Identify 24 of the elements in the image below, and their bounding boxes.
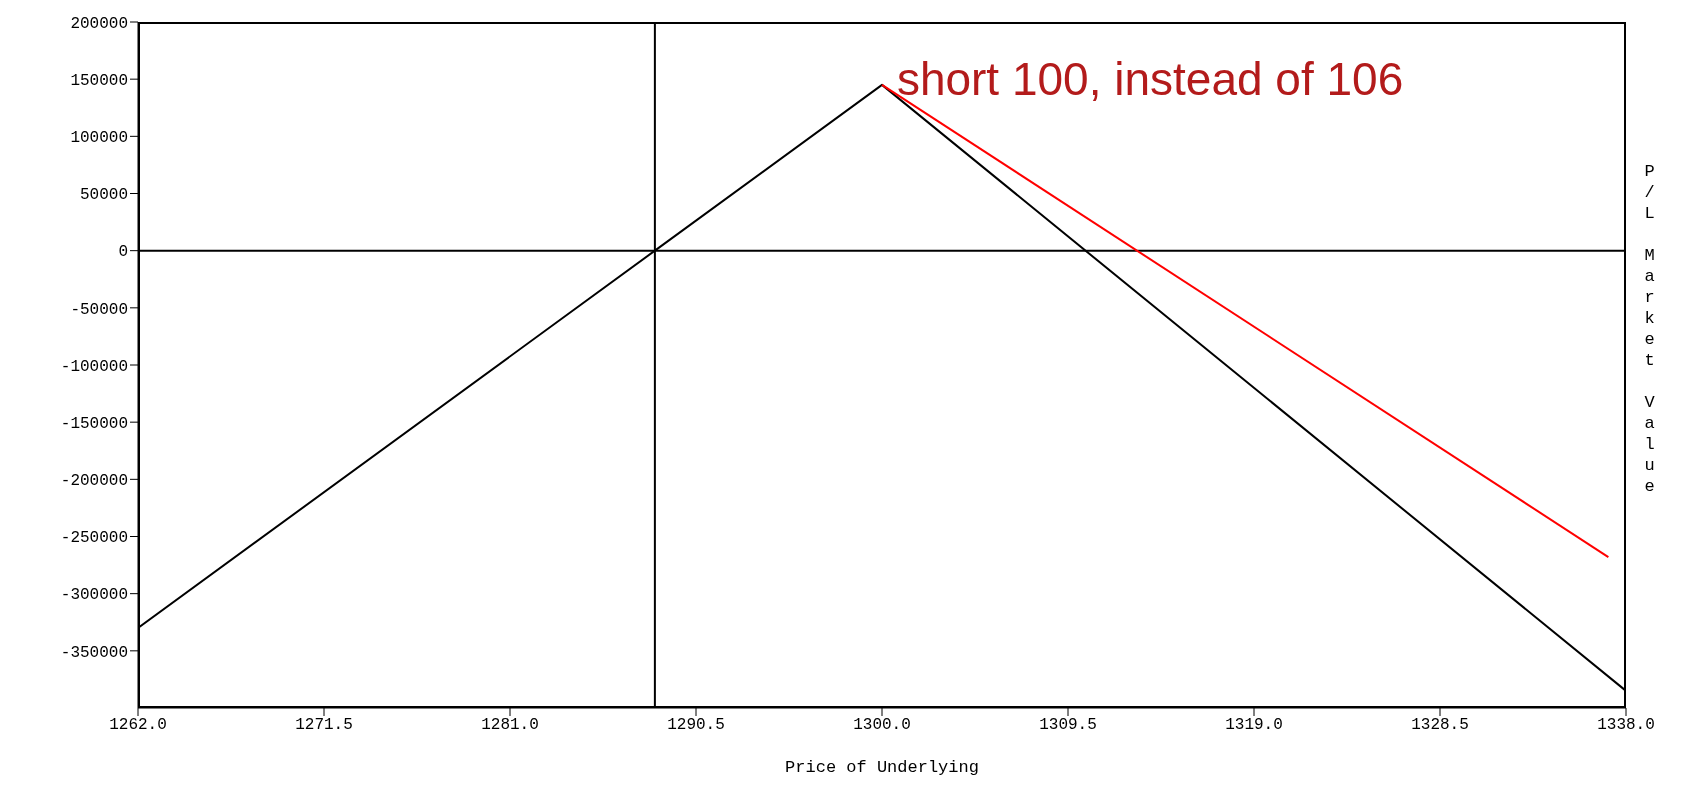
x-axis-title: Price of Underlying xyxy=(785,758,979,777)
x-tick-label: 1271.5 xyxy=(295,716,353,735)
x-tick-label: 1300.0 xyxy=(853,716,911,735)
x-tick-label: 1262.0 xyxy=(109,716,167,735)
x-tick-label: 1319.0 xyxy=(1225,716,1283,735)
y-tick-label: -100000 xyxy=(60,357,128,376)
y-tick-label: 100000 xyxy=(70,129,128,148)
x-tick-label: 1338.0 xyxy=(1597,716,1655,735)
y-tick-label: -150000 xyxy=(60,414,128,433)
x-tick-label: 1309.5 xyxy=(1039,716,1097,735)
y-tick-label: -250000 xyxy=(60,529,128,548)
y-tick-label: -200000 xyxy=(60,472,128,491)
x-tick-label: 1290.5 xyxy=(667,716,725,735)
y-tick-label: -350000 xyxy=(60,643,128,662)
y-tick-label: 150000 xyxy=(70,71,128,90)
x-tick-label: 1281.0 xyxy=(481,716,539,735)
y-tick-label: -50000 xyxy=(70,300,128,319)
y-tick-label: -300000 xyxy=(60,586,128,605)
x-tick-label: 1328.5 xyxy=(1411,716,1469,735)
y-tick-label: 50000 xyxy=(79,186,128,205)
y-tick-label: 0 xyxy=(118,243,128,262)
annotation: short 100, instead of 106 xyxy=(896,52,1404,106)
y-tick-label: 200000 xyxy=(70,14,128,33)
y-axis-title: P/L Market Value xyxy=(1640,162,1659,498)
